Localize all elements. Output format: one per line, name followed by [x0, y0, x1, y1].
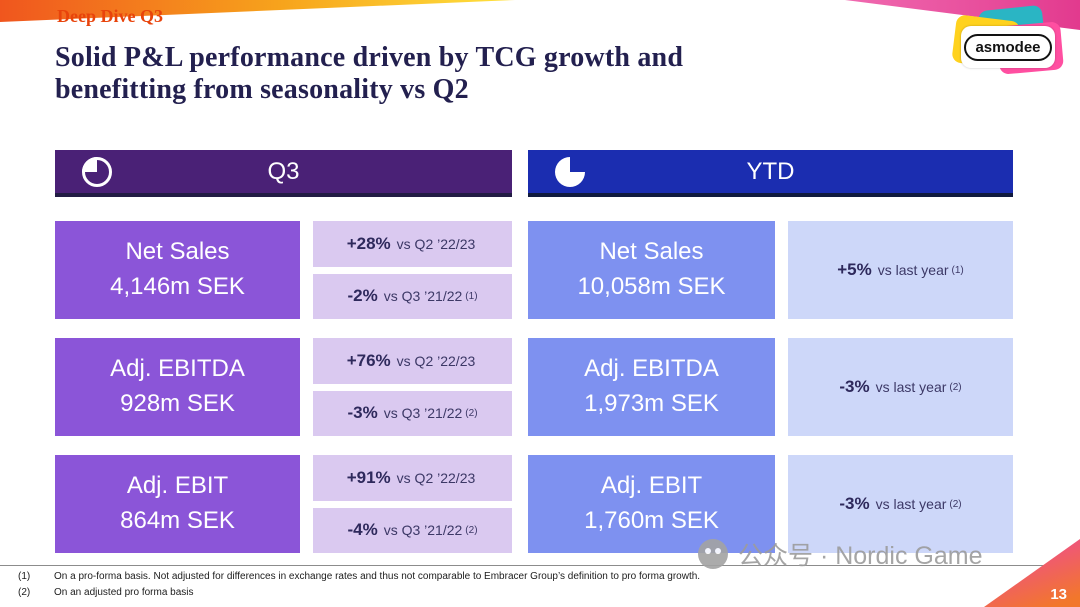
page-title: Solid P&L performance driven by TCG grow… [55, 42, 855, 106]
metric-row: Adj. EBIT 864m SEK +91% vs Q2 ’22/23 -4%… [55, 455, 512, 553]
watermark-text: 公众号 · Nordic Game [738, 542, 983, 570]
title-line-2: benefitting from seasonality vs Q2 [55, 73, 469, 105]
delta-card: -3% vs last year (2) [788, 338, 1013, 436]
kpi-columns: Q3 Net Sales 4,146m SEK +28% vs Q2 ’22/2… [55, 150, 1013, 572]
q3-header-label: Q3 [267, 157, 300, 185]
metric-card-ebit-ytd: Adj. EBIT 1,760m SEK [528, 455, 775, 553]
q3-column: Q3 Net Sales 4,146m SEK +28% vs Q2 ’22/2… [55, 150, 512, 572]
footnote-1: (1) On a pro-forma basis. Not adjusted f… [18, 571, 701, 582]
eyebrow: Deep Dive Q3 [57, 6, 163, 26]
footnotes: (1) On a pro-forma basis. Not adjusted f… [18, 569, 960, 600]
q3-header-bar: Q3 [55, 150, 512, 197]
ytd-column: YTD Net Sales 10,058m SEK +5% vs last ye… [528, 150, 1013, 572]
delta-card: -3% vs Q3 ’21/22 (2) [313, 390, 512, 436]
metric-row: Net Sales 10,058m SEK +5% vs last year (… [528, 221, 1013, 319]
metric-card-ebit-q3: Adj. EBIT 864m SEK [55, 455, 300, 553]
wechat-icon [698, 539, 728, 569]
footer-divider [0, 565, 1080, 566]
metric-row: Adj. EBITDA 1,973m SEK -3% vs last year … [528, 338, 1013, 436]
metric-card-ebitda-ytd: Adj. EBITDA 1,973m SEK [528, 338, 775, 436]
pie-chart-three-quarter-icon [552, 154, 588, 190]
metric-row: Adj. EBIT 1,760m SEK -3% vs last year (2… [528, 455, 1013, 553]
title-line-1: Solid P&L performance driven by TCG grow… [55, 42, 684, 73]
delta-card: +28% vs Q2 ’22/23 [313, 221, 512, 267]
logo-wordmark: asmodee [964, 33, 1052, 61]
delta-card: -4% vs Q3 ’21/22 (2) [313, 507, 512, 553]
asmodee-logo: asmodee [951, 4, 1064, 88]
watermark: 公众号 · Nordic Game [698, 536, 982, 572]
delta-card: +91% vs Q2 ’22/23 [313, 455, 512, 501]
footnote-2: (2) On an adjusted pro forma basis [18, 586, 194, 598]
delta-card: +5% vs last year (1) [788, 221, 1013, 319]
delta-card: -2% vs Q3 ’21/22 (1) [313, 273, 512, 319]
metric-card-net-sales-ytd: Net Sales 10,058m SEK [528, 221, 775, 319]
delta-card: +76% vs Q2 ’22/23 [313, 338, 512, 384]
delta-card: -3% vs last year (2) [788, 455, 1013, 553]
metric-row: Net Sales 4,146m SEK +28% vs Q2 ’22/23 -… [55, 221, 512, 319]
metric-card-net-sales-q3: Net Sales 4,146m SEK [55, 221, 300, 319]
logo-card-white: asmodee [961, 26, 1055, 68]
page-number: 13 [1050, 586, 1067, 603]
ytd-header-bar: YTD [528, 150, 1013, 197]
metric-row: Adj. EBITDA 928m SEK +76% vs Q2 ’22/23 -… [55, 338, 512, 436]
ytd-header-label: YTD [746, 157, 795, 185]
pie-chart-quarter-icon [79, 154, 115, 190]
metric-card-ebitda-q3: Adj. EBITDA 928m SEK [55, 338, 300, 436]
